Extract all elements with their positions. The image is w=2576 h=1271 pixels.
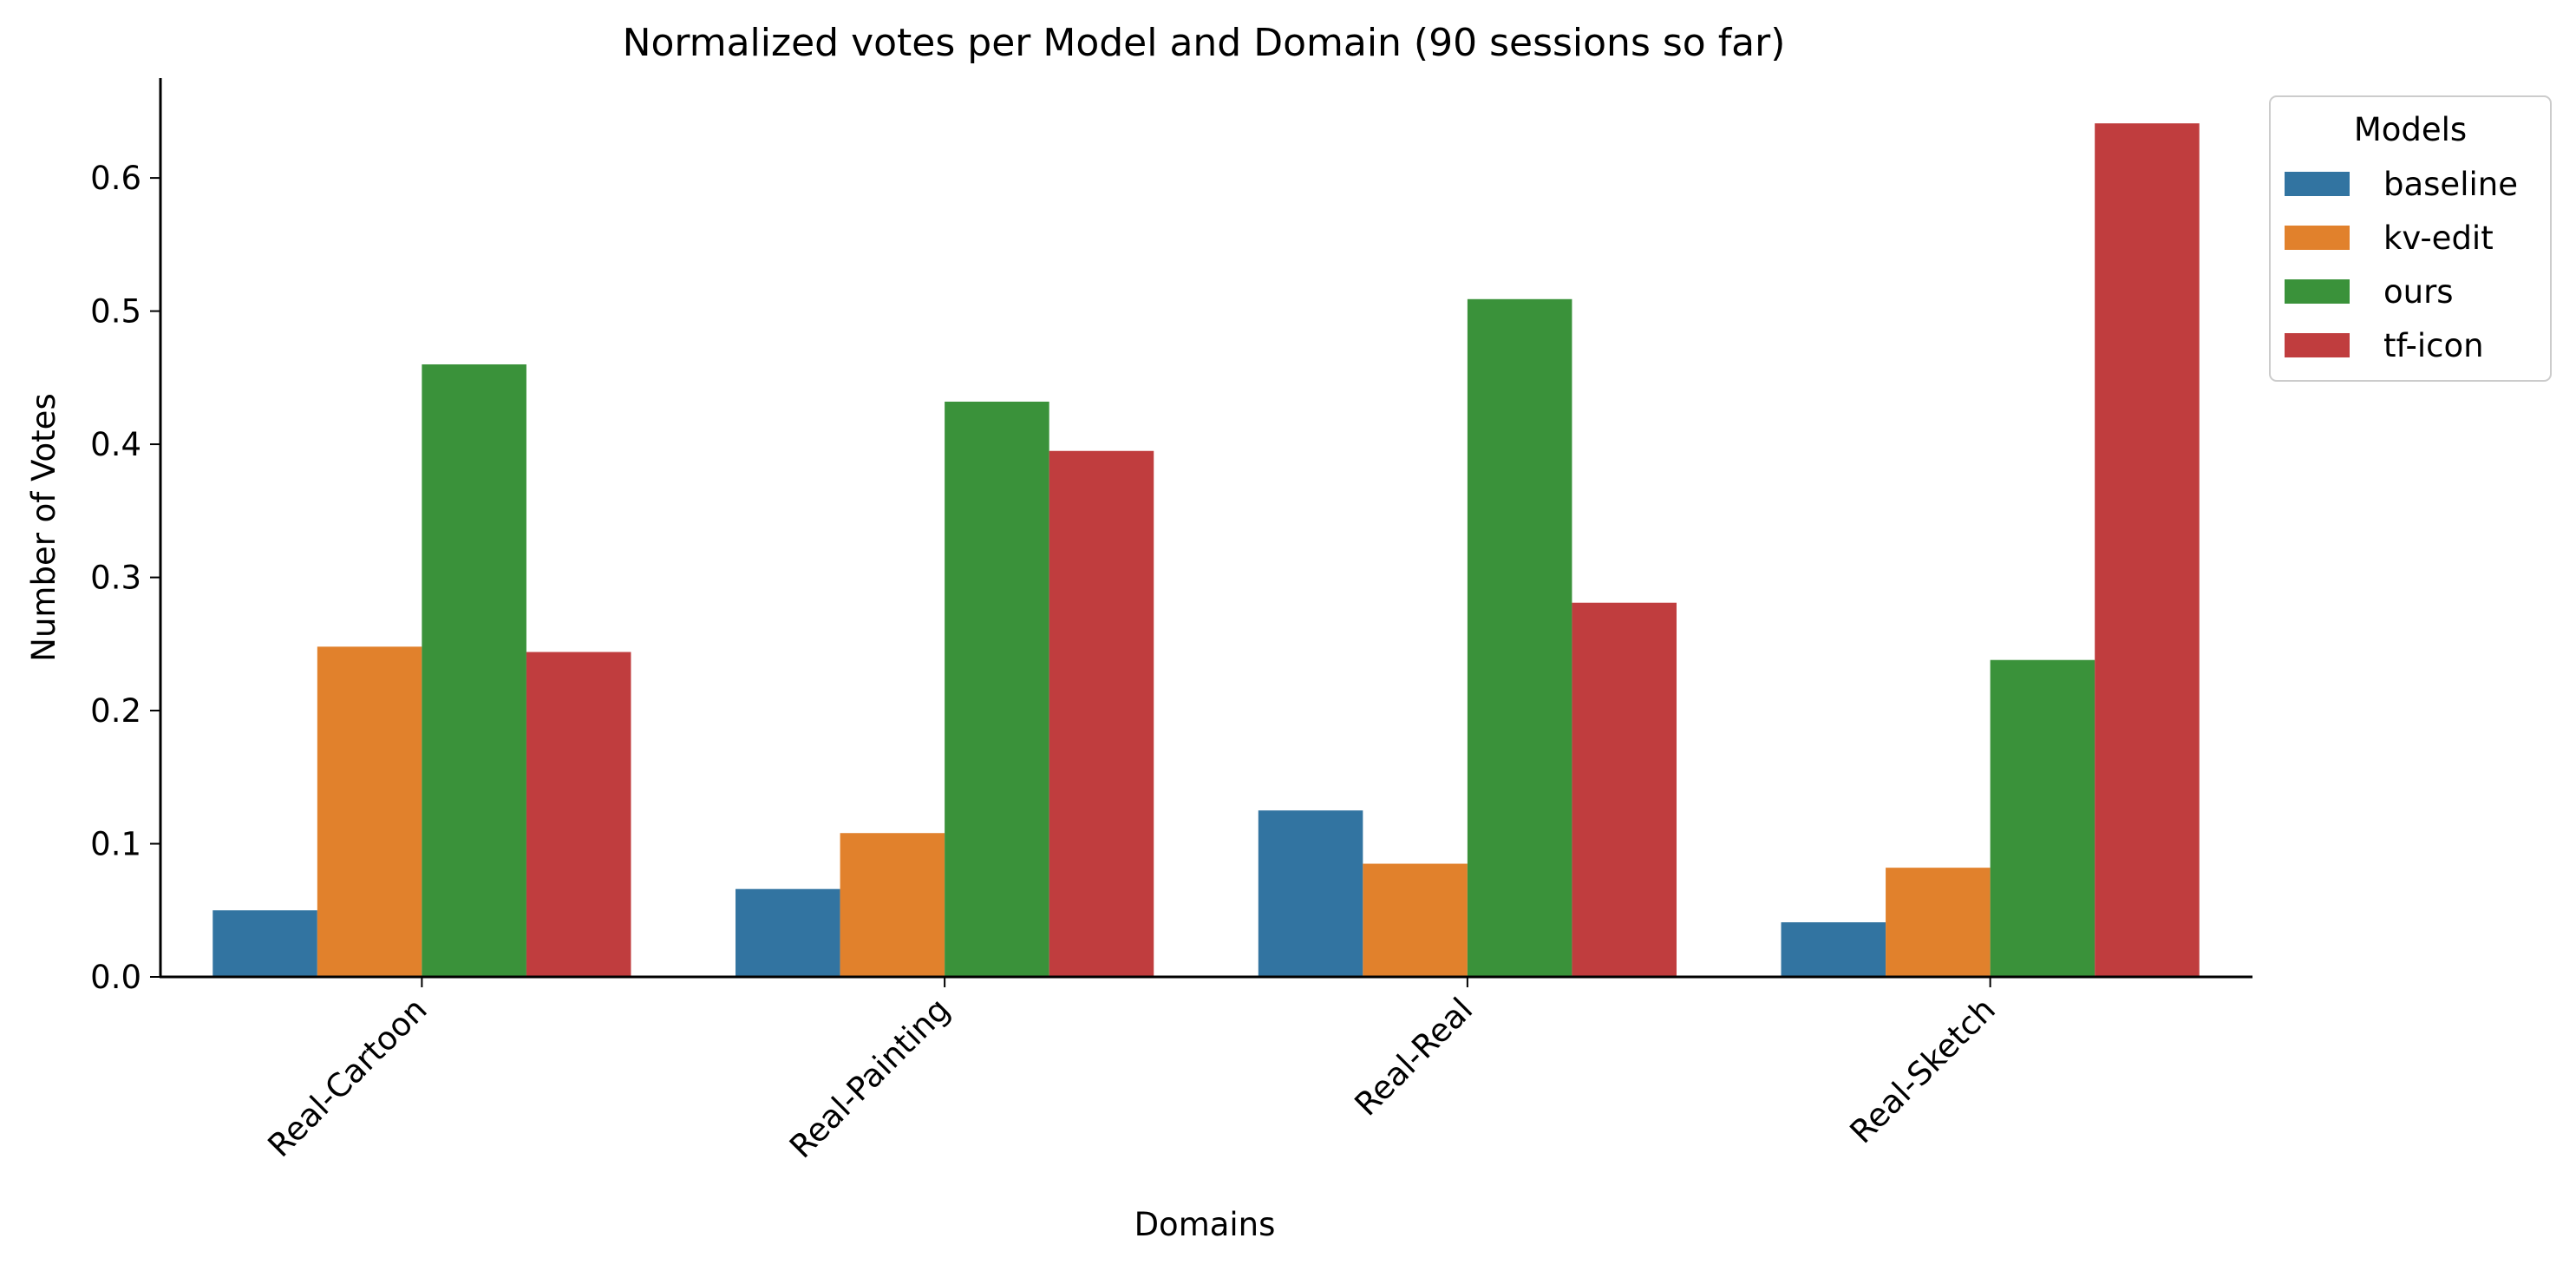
bar-ours-Real-Cartoon xyxy=(422,364,526,977)
legend-swatch-tf-icon xyxy=(2285,333,2350,357)
bar-tf-icon-Real-Real xyxy=(1572,602,1677,977)
bar-kv-edit-Real-Cartoon xyxy=(317,646,422,977)
y-tick-label: 0.1 xyxy=(90,826,141,863)
bar-baseline-Real-Real xyxy=(1258,810,1363,977)
legend-swatch-ours xyxy=(2285,279,2350,304)
y-ticks-group: 0.0 0.1 0.2 0.3 0.4 0.5 0.6 xyxy=(90,160,160,996)
x-tick-label: Real-Sketch xyxy=(1843,991,2003,1150)
x-axis-label: Domains xyxy=(1134,1206,1276,1243)
y-tick-label: 0.0 xyxy=(90,959,141,996)
y-axis-label: Number of Votes xyxy=(25,393,62,661)
legend-frame xyxy=(2269,95,2552,382)
legend-swatch-kv-edit xyxy=(2285,226,2350,250)
bar-kv-edit-Real-Real xyxy=(1363,863,1468,977)
y-tick-label: 0.3 xyxy=(90,560,141,597)
bar-ours-Real-Real xyxy=(1467,298,1572,977)
bars-group xyxy=(212,123,2200,978)
legend: Models baseline kv-edit ours tf-icon xyxy=(2269,95,2552,382)
bar-kv-edit-Real-Painting xyxy=(840,833,945,977)
bar-baseline-Real-Cartoon xyxy=(212,910,317,977)
y-tick-label: 0.4 xyxy=(90,426,141,463)
legend-label-kv-edit: kv-edit xyxy=(2383,219,2494,257)
bar-tf-icon-Real-Cartoon xyxy=(526,652,631,977)
x-tick-label: Real-Cartoon xyxy=(261,991,435,1164)
bar-tf-icon-Real-Sketch xyxy=(2095,123,2200,977)
chart-title: Normalized votes per Model and Domain (9… xyxy=(623,21,1786,65)
x-tick-label: Real-Painting xyxy=(782,991,957,1165)
x-ticks-group: Real-Cartoon Real-Painting Real-Real Real-S… xyxy=(261,977,2003,1165)
y-tick-label: 0.2 xyxy=(90,692,141,730)
x-tick-label: Real-Real xyxy=(1348,991,1481,1124)
legend-items: baseline kv-edit ours tf-icon xyxy=(2285,166,2518,364)
bar-ours-Real-Painting xyxy=(945,401,1049,978)
bar-ours-Real-Sketch xyxy=(1990,659,2095,977)
bar-tf-icon-Real-Painting xyxy=(1049,450,1154,977)
y-tick-label: 0.6 xyxy=(90,160,141,197)
legend-label-tf-icon: tf-icon xyxy=(2383,327,2484,364)
bar-baseline-Real-Painting xyxy=(736,888,840,977)
legend-swatch-baseline xyxy=(2285,172,2350,196)
y-tick-label: 0.5 xyxy=(90,293,141,331)
bar-kv-edit-Real-Sketch xyxy=(1886,868,1991,977)
legend-title: Models xyxy=(2354,111,2467,148)
bar-baseline-Real-Sketch xyxy=(1781,922,1886,977)
legend-label-baseline: baseline xyxy=(2383,166,2518,203)
legend-label-ours: ours xyxy=(2383,273,2454,311)
